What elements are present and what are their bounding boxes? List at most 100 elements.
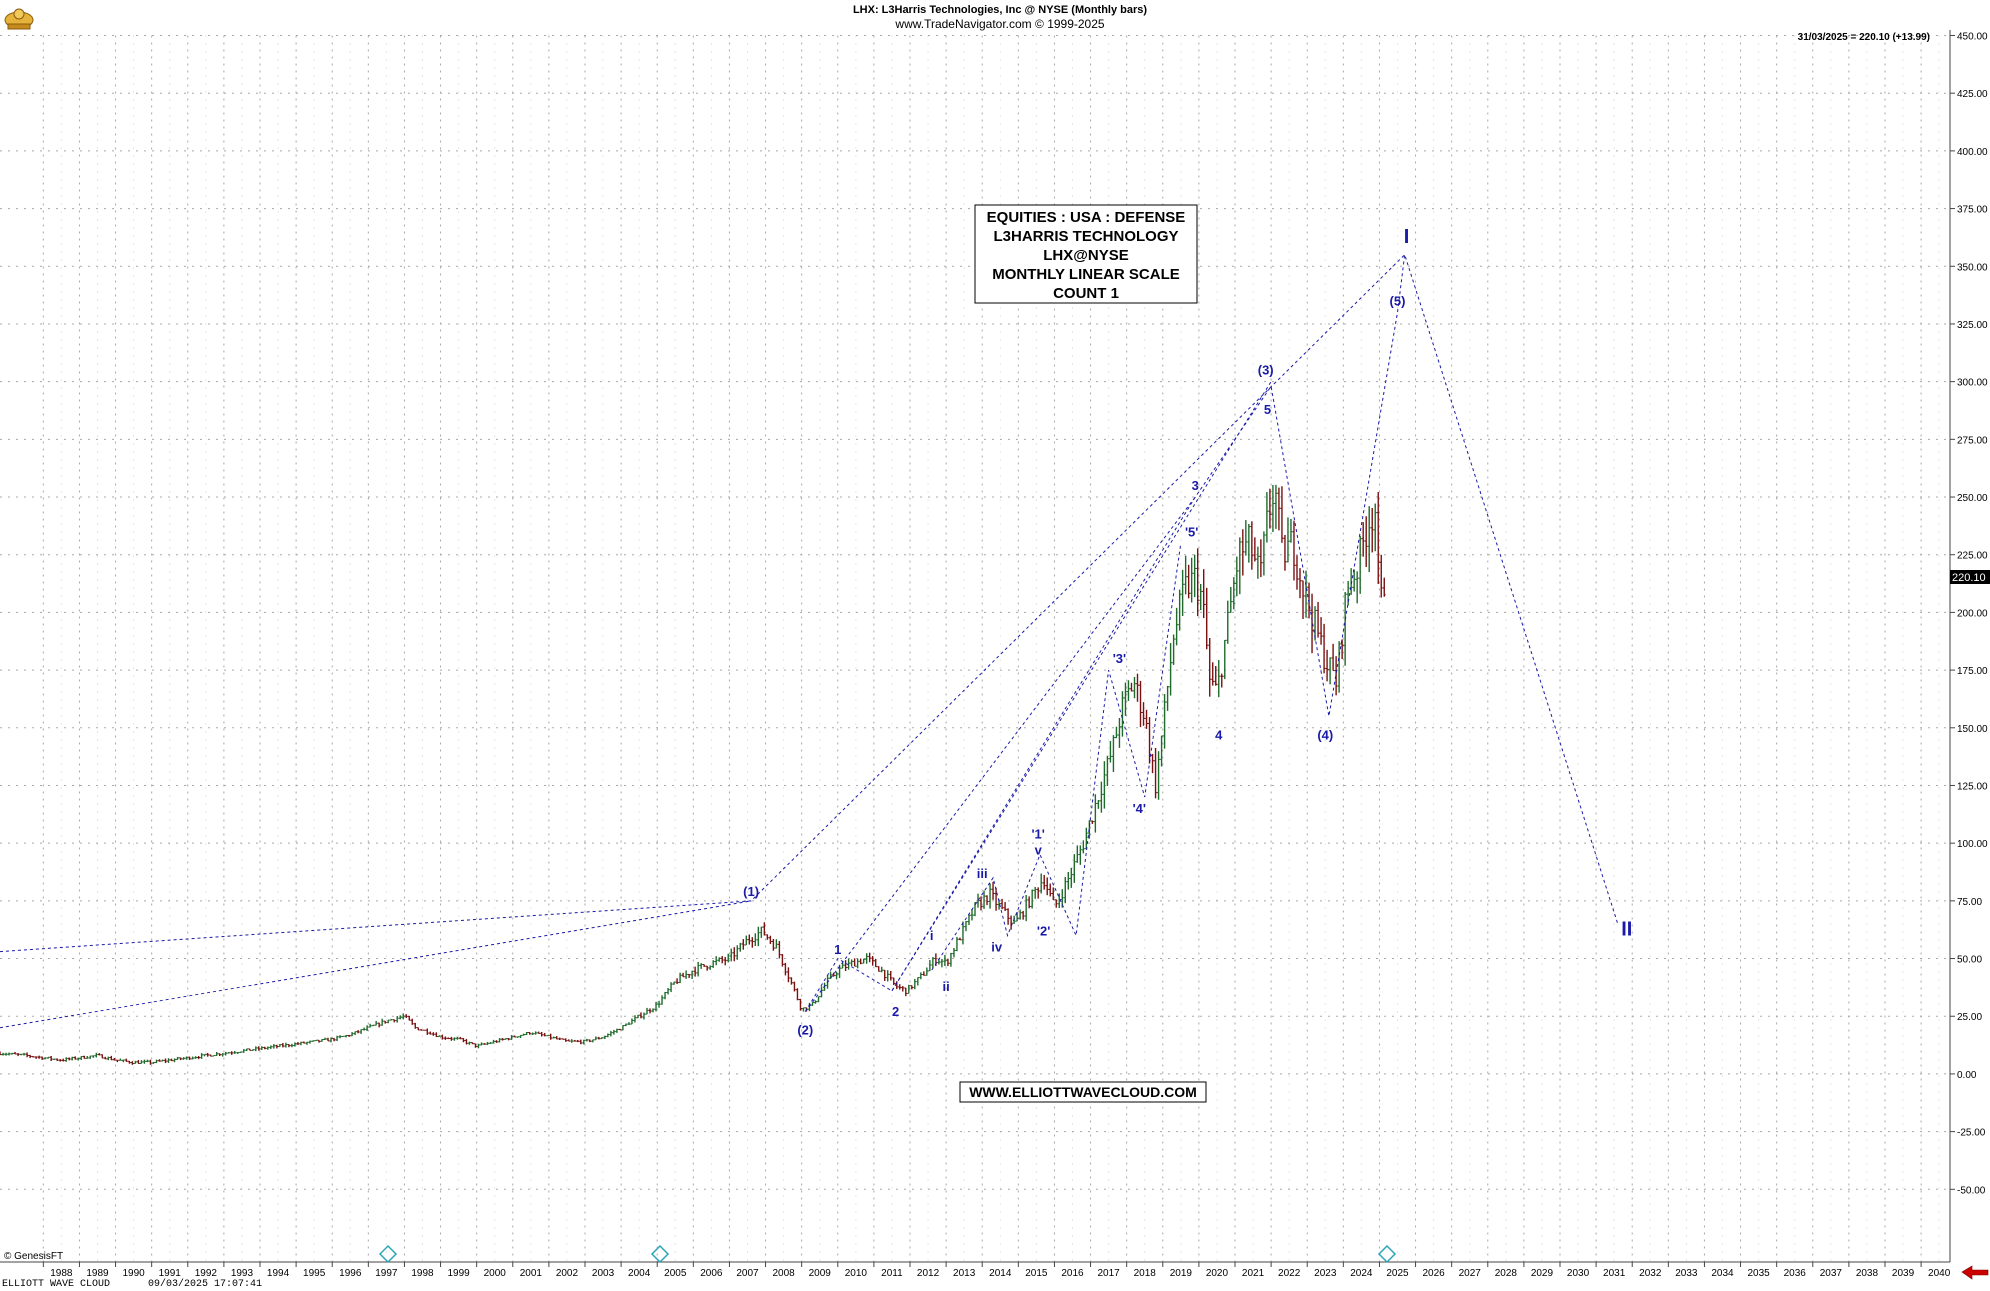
x-tick-label: 2001 [520, 1268, 543, 1279]
wave-line [804, 254, 1406, 1012]
x-tick-label: 2038 [1856, 1268, 1879, 1279]
y-tick-label: 50.00 [1957, 955, 1982, 966]
x-tick-label: 2020 [1206, 1268, 1229, 1279]
last-price-label: 220.10 [1952, 572, 1986, 584]
x-tick-label: 2026 [1422, 1268, 1445, 1279]
y-tick-label: 350.00 [1957, 262, 1988, 273]
website-label: WWW.ELLIOTTWAVECLOUD.COM [969, 1084, 1197, 1100]
x-tick-label: 2010 [845, 1268, 868, 1279]
y-tick-label: 400.00 [1957, 147, 1988, 158]
x-tick-label: 1993 [231, 1268, 254, 1279]
x-tick-label: 1996 [339, 1268, 362, 1279]
wave-label: 5 [1264, 402, 1271, 417]
info-line-3: LHX@NYSE [1043, 247, 1128, 264]
y-tick-label: 125.00 [1957, 781, 1988, 792]
wave-label: iv [991, 940, 1003, 955]
info-line-1: EQUITIES : USA : DEFENSE [987, 209, 1186, 226]
x-tick-label: 2033 [1675, 1268, 1698, 1279]
x-tick-label: 2034 [1711, 1268, 1734, 1279]
x-tick-label: 2032 [1639, 1268, 1662, 1279]
x-tick-label: 2014 [989, 1268, 1012, 1279]
y-tick-label: 375.00 [1957, 205, 1988, 216]
wave-label: ii [942, 979, 949, 994]
x-tick-label: 1995 [303, 1268, 326, 1279]
wave-label: '2' [1037, 923, 1050, 938]
y-tick-label: 200.00 [1957, 608, 1988, 619]
y-tick-label: -50.00 [1957, 1185, 1986, 1196]
status-time: 09/03/2025 17:07:41 [148, 1278, 262, 1290]
x-tick-label: 2036 [1784, 1268, 1807, 1279]
x-tick-label: 1988 [50, 1268, 73, 1279]
y-tick-label: 325.00 [1957, 320, 1988, 331]
y-tick-label: 100.00 [1957, 839, 1988, 850]
horizontal-grid [0, 35, 1950, 1190]
x-tick-label: 2017 [1097, 1268, 1120, 1279]
chart-copyright: www.TradeNavigator.com © 1999-2025 [894, 17, 1104, 31]
x-tick-label: 2002 [556, 1268, 579, 1279]
y-tick-label: 25.00 [1957, 1012, 1982, 1023]
y-tick-label: -25.00 [1957, 1128, 1986, 1139]
x-tick-label: 2012 [917, 1268, 940, 1279]
wave-line [0, 253, 1619, 953]
wave-line [931, 543, 1182, 971]
wave-label: (1) [743, 884, 759, 899]
x-tick-label: 1990 [122, 1268, 145, 1279]
last-price-box [1950, 570, 1990, 584]
x-tick-label: 2016 [1061, 1268, 1084, 1279]
chart-title: LHX: L3Harris Technologies, Inc @ NYSE (… [853, 4, 1147, 16]
x-axis-ticks: 1988 1989 1990 1991 1992 1993 1994 1995 1996 1997… [42, 1262, 1951, 1279]
y-tick-label: 300.00 [1957, 378, 1988, 389]
wave-label: 3 [1192, 478, 1199, 493]
y-axis-ticks: 450.00 425.00 400.00 375.00 350.00 325.00 300.… [1950, 32, 1988, 1196]
x-tick-label: 1991 [159, 1268, 182, 1279]
wave-label: I [1404, 226, 1410, 248]
y-tick-label: 250.00 [1957, 493, 1988, 504]
x-tick-label: 2039 [1892, 1268, 1915, 1279]
x-tick-label: 2000 [484, 1268, 507, 1279]
x-tick-label: 2021 [1242, 1268, 1265, 1279]
x-tick-label: 2037 [1820, 1268, 1843, 1279]
x-tick-label: 2019 [1170, 1268, 1193, 1279]
y-tick-label: 425.00 [1957, 89, 1988, 100]
status-left: ELLIOTT WAVE CLOUD [2, 1279, 110, 1290]
s-marker-icon[interactable] [378, 1244, 398, 1264]
x-tick-label: 1994 [267, 1268, 290, 1279]
e-marker-icon[interactable] [1377, 1244, 1397, 1264]
y-tick-label: 450.00 [1957, 32, 1988, 43]
wave-label: v [1035, 843, 1043, 858]
x-tick-label: 2029 [1531, 1268, 1554, 1279]
x-tick-label: 2005 [664, 1268, 687, 1279]
wave-label: (3) [1258, 363, 1274, 378]
wave-labels: III(1)(2)(3)(4)(5)12345iiiiiiivv'1''2''3… [743, 226, 1632, 1038]
wave-label: '3' [1113, 651, 1126, 666]
genesis-label: © GenesisFT [4, 1251, 63, 1262]
x-tick-label: 2030 [1567, 1268, 1590, 1279]
x-tick-label: 1989 [86, 1268, 109, 1279]
wave-label: (4) [1317, 727, 1333, 742]
wave-label: 2 [892, 1004, 899, 1019]
wave-label: '4' [1133, 801, 1146, 816]
x-tick-label: 2007 [736, 1268, 759, 1279]
x-tick-label: 2031 [1603, 1268, 1626, 1279]
website-box [959, 1081, 1207, 1103]
x-tick-label: 2027 [1459, 1268, 1482, 1279]
y-tick-label: 175.00 [1957, 666, 1988, 677]
y-tick-label: 225.00 [1957, 551, 1988, 562]
s-marker-icon[interactable] [650, 1244, 670, 1264]
x-tick-label: 2004 [628, 1268, 651, 1279]
wave-label: 1 [834, 942, 841, 957]
x-tick-label: 2006 [700, 1268, 723, 1279]
info-line-5: COUNT 1 [1053, 285, 1119, 302]
x-tick-label: 2003 [592, 1268, 615, 1279]
wave-label: (5) [1390, 293, 1406, 308]
x-tick-label: 2024 [1350, 1268, 1373, 1279]
y-tick-label: 275.00 [1957, 435, 1988, 446]
x-tick-label: 1992 [195, 1268, 218, 1279]
y-tick-label: 150.00 [1957, 724, 1988, 735]
x-tick-label: 1999 [447, 1268, 470, 1279]
trade-navigator-logo[interactable] [4, 8, 34, 30]
y-tick-label: 75.00 [1957, 897, 1982, 908]
scroll-right-arrow-icon[interactable] [1961, 1265, 1989, 1280]
wave-label: 4 [1215, 727, 1223, 742]
